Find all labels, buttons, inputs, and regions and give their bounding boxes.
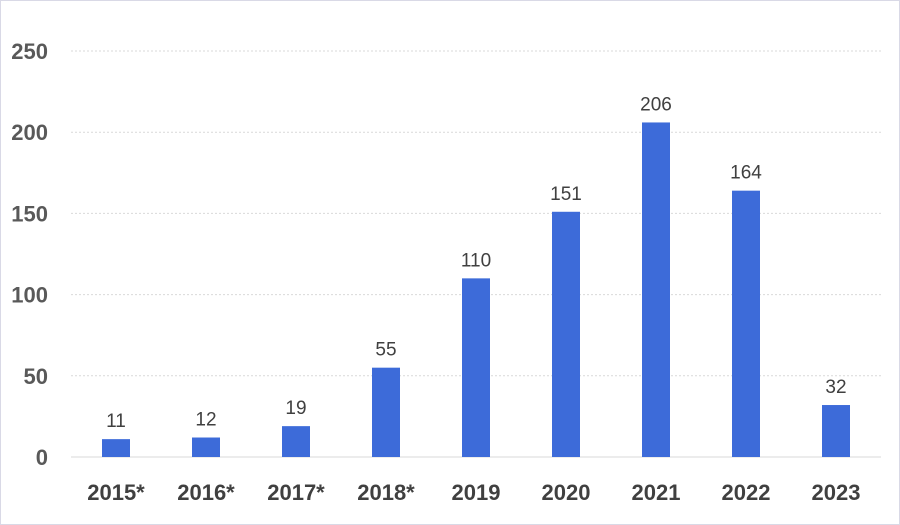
bar	[372, 367, 400, 457]
y-tick-label: 0	[36, 445, 48, 470]
x-tick-label: 2022	[722, 480, 771, 505]
bar	[642, 122, 670, 458]
bar	[822, 405, 850, 457]
bar	[462, 278, 490, 457]
y-axis-ticks: 0 50 100 150 200 250	[11, 39, 48, 470]
x-tick-label: 2019	[452, 480, 501, 505]
x-tick-label: 2015*	[87, 480, 145, 505]
x-tick-label: 2021	[632, 480, 681, 505]
data-label: 164	[730, 163, 762, 184]
y-tick-label: 100	[11, 283, 48, 308]
bar	[282, 426, 310, 457]
y-tick-label: 200	[11, 120, 48, 145]
x-tick-label: 2018*	[357, 480, 415, 505]
data-label: 19	[285, 398, 306, 419]
bar	[192, 437, 220, 457]
data-label: 32	[825, 377, 846, 398]
data-label: 206	[640, 94, 672, 115]
x-tick-label: 2023	[812, 480, 861, 505]
y-tick-label: 50	[24, 364, 48, 389]
data-label: 11	[106, 411, 126, 432]
x-tick-label: 2016*	[177, 480, 235, 505]
y-tick-label: 150	[11, 201, 48, 226]
y-tick-label: 250	[11, 39, 48, 64]
x-tick-label: 2017*	[267, 480, 325, 505]
data-label: 151	[550, 184, 582, 205]
data-label: 55	[375, 340, 396, 361]
x-tick-label: 2020	[542, 480, 591, 505]
data-labels: 11 12 19 55 110 151 206 164 32	[106, 94, 846, 432]
data-label: 12	[195, 410, 216, 431]
data-label: 110	[461, 250, 491, 271]
bar	[732, 190, 760, 457]
bar	[102, 439, 130, 457]
x-axis-ticks: 2015* 2016* 2017* 2018* 2019 2020 2021 2022 2023	[87, 480, 860, 505]
bars	[102, 122, 850, 458]
bar	[552, 211, 580, 457]
